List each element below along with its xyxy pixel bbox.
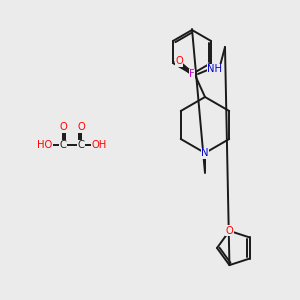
- Text: OH: OH: [92, 140, 106, 150]
- Text: O: O: [226, 226, 233, 236]
- Text: C: C: [60, 140, 66, 150]
- Text: NH: NH: [208, 64, 223, 74]
- Text: O: O: [175, 56, 183, 66]
- Text: N: N: [201, 148, 209, 158]
- Text: HO: HO: [38, 140, 52, 150]
- Text: O: O: [77, 122, 85, 132]
- Text: O: O: [59, 122, 67, 132]
- Text: F: F: [189, 69, 195, 79]
- Text: C: C: [78, 140, 84, 150]
